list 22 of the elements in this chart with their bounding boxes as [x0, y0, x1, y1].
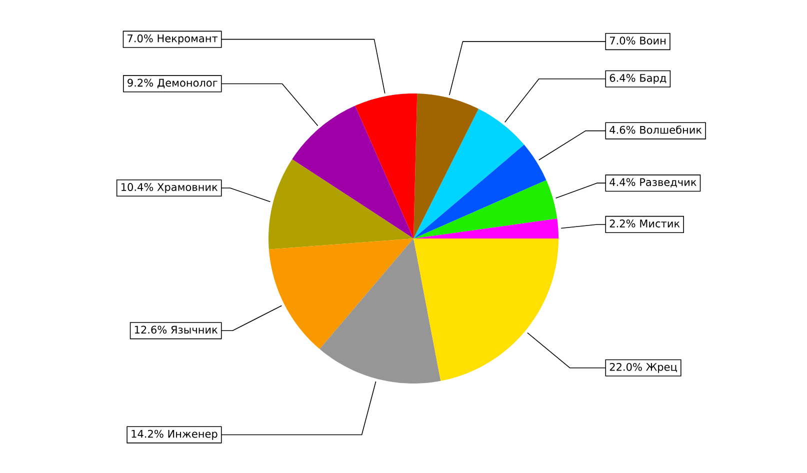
slice-label: Волшебник [640, 125, 702, 134]
data-label: 12.6% [134, 326, 167, 334]
data-label: 4.6% [610, 126, 636, 134]
data-label: 9.2% [128, 78, 154, 87]
data-label: 22.0% [610, 362, 642, 371]
slice-label: Инженер [168, 430, 218, 440]
slice-label: Некромант [158, 34, 218, 44]
slice-label: Язычник [171, 326, 218, 334]
slice-label: Воин [640, 36, 666, 45]
slice-label: Храмовник [157, 183, 218, 194]
data-label: 7.0% [610, 36, 636, 45]
data-label: 7.0% [128, 34, 153, 42]
slice-label: Жрец [646, 363, 677, 373]
slice-label: Демонолог [157, 78, 218, 88]
slice-label: Мистик [640, 220, 680, 228]
slice-label: Бард [640, 74, 666, 84]
data-label: 6.4% [610, 74, 636, 82]
slice-label: Разведчик [640, 178, 696, 188]
data-label: 10.4% [121, 183, 154, 191]
data-label: 14.2% [132, 430, 164, 438]
data-label: 2.2% [610, 220, 636, 228]
data-label: 4.4% [610, 178, 636, 186]
